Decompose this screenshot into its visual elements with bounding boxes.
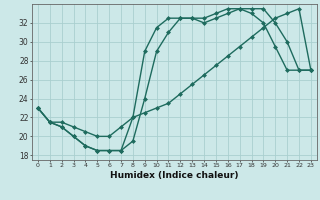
X-axis label: Humidex (Indice chaleur): Humidex (Indice chaleur) — [110, 171, 239, 180]
